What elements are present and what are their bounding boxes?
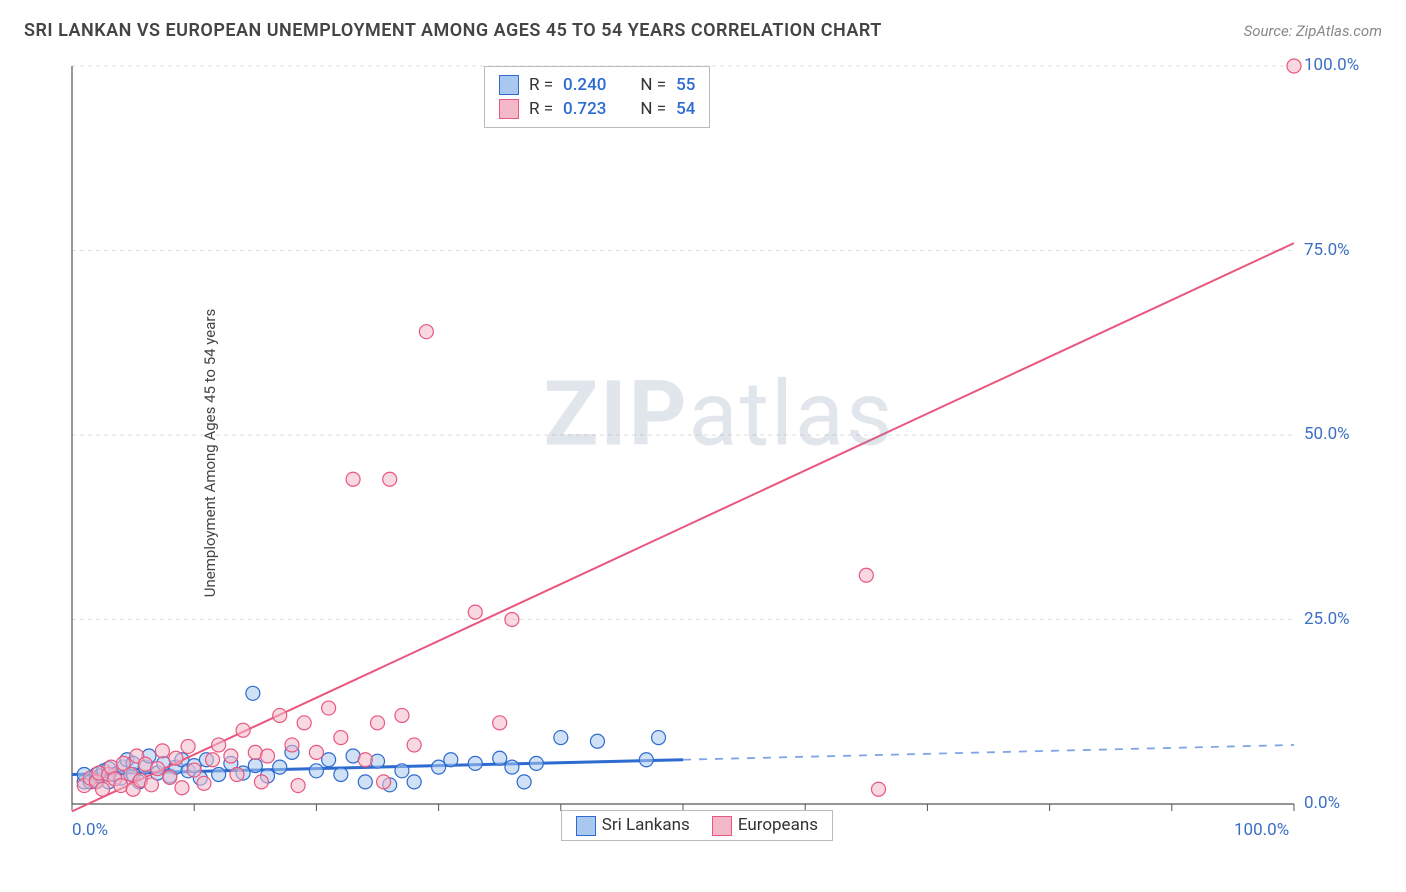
y-tick-label: 0.0% — [1304, 793, 1340, 813]
legend-swatch — [499, 99, 519, 119]
legend-item: Sri Lankans — [576, 815, 690, 836]
correlation-stats-box: R = 0.240 N = 55 R = 0.723 N = 54 — [484, 66, 710, 128]
stat-row: R = 0.723 N = 54 — [499, 97, 695, 121]
legend-swatch — [712, 816, 732, 836]
chart-area: Unemployment Among Ages 45 to 54 years Z… — [54, 58, 1384, 848]
y-tick-label: 75.0% — [1304, 240, 1350, 260]
stat-r-value: 0.723 — [563, 99, 606, 119]
chart-title: SRI LANKAN VS EUROPEAN UNEMPLOYMENT AMON… — [24, 20, 882, 41]
legend-label: Sri Lankans — [602, 815, 690, 835]
legend-label: Europeans — [738, 815, 818, 835]
stat-n-label: N = — [640, 75, 666, 95]
stat-r-label: R = — [529, 75, 553, 95]
legend-item: Europeans — [712, 815, 818, 836]
source-label: Source: ZipAtlas.com — [1244, 22, 1382, 40]
y-tick-label: 50.0% — [1304, 424, 1350, 444]
stat-r-label: R = — [529, 99, 553, 119]
stat-n-value: 54 — [676, 99, 695, 119]
scatter-chart — [54, 58, 1384, 848]
y-tick-label: 100.0% — [1304, 55, 1359, 75]
legend-swatch — [499, 75, 519, 95]
y-axis-label: Unemployment Among Ages 45 to 54 years — [201, 309, 219, 597]
stat-r-value: 0.240 — [563, 75, 606, 95]
x-tick-label: 0.0% — [72, 820, 108, 840]
stat-n-value: 55 — [676, 75, 695, 95]
legend-swatch — [576, 816, 596, 836]
stat-row: R = 0.240 N = 55 — [499, 73, 695, 97]
x-tick-label: 100.0% — [1234, 820, 1289, 840]
y-tick-label: 25.0% — [1304, 609, 1350, 629]
stat-n-label: N = — [640, 99, 666, 119]
legend-box: Sri Lankans Europeans — [561, 810, 833, 841]
